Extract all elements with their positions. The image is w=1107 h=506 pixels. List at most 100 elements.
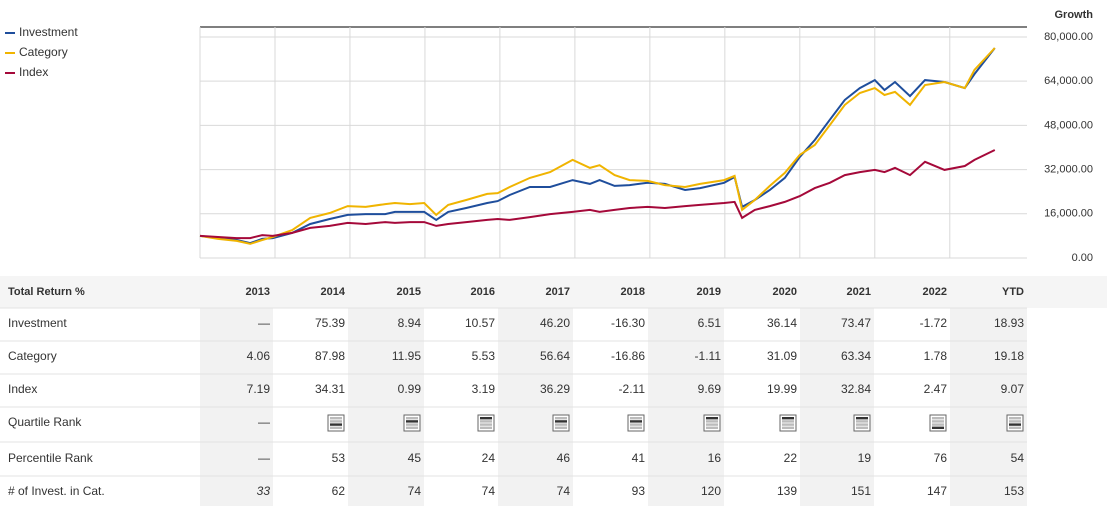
row-label: Index (8, 382, 37, 396)
quartile-icon (552, 414, 570, 432)
table-cell: 45 (408, 451, 422, 465)
quartile-band (856, 420, 868, 423)
legend-label: Category (19, 45, 68, 59)
column-header: 2019 (697, 286, 721, 298)
quartile-band (330, 417, 342, 420)
quartile-band (555, 417, 567, 420)
quartile-icon (929, 414, 947, 432)
quartile-band (706, 420, 718, 423)
table-cell: 120 (701, 484, 721, 498)
y-axis-title: Growth (1055, 9, 1094, 21)
header-band (0, 276, 1107, 308)
table-cell: 74 (482, 484, 496, 498)
table-cell: 1.78 (924, 349, 948, 363)
column-header: 2022 (923, 286, 947, 298)
quartile-band (706, 417, 718, 420)
table-cell: 24 (482, 451, 496, 465)
table-cell: 19.18 (994, 349, 1024, 363)
table-cell: 76 (934, 451, 948, 465)
quartile-band (555, 420, 567, 423)
column-header: 2021 (847, 286, 871, 298)
quartile-band (782, 420, 794, 423)
table-cell: 0.99 (398, 382, 422, 396)
quartile-band (856, 426, 868, 429)
quartile-band (480, 420, 492, 423)
table-cell: -1.11 (695, 349, 722, 363)
quartile-band (1009, 417, 1021, 420)
quartile-band (782, 417, 794, 420)
table-cell: 36.29 (540, 382, 570, 396)
quartile-icon (853, 414, 871, 432)
table-cell: 32.84 (841, 382, 871, 396)
y-tick-label: 32,000.00 (1044, 163, 1093, 175)
table-cell: 153 (1004, 484, 1024, 498)
y-tick-label: 16,000.00 (1044, 208, 1093, 220)
table-cell: 46.20 (540, 316, 570, 330)
table-cell: 151 (851, 484, 871, 498)
y-tick-label: 64,000.00 (1044, 75, 1093, 87)
table-cell: 147 (927, 484, 947, 498)
table-cell: 36.14 (767, 316, 797, 330)
y-tick-label: 48,000.00 (1044, 119, 1093, 131)
table-cell: 19.99 (767, 382, 797, 396)
quartile-band (1009, 423, 1021, 426)
table-cell: 87.98 (315, 349, 345, 363)
table-cell: 75.39 (315, 316, 345, 330)
table-cell: 10.57 (465, 316, 495, 330)
column-header: 2013 (246, 286, 270, 298)
table-cell: — (258, 451, 270, 465)
quartile-band (856, 423, 868, 426)
quartile-band (480, 423, 492, 426)
quartile-band (330, 423, 342, 426)
table-cell: -2.11 (619, 382, 646, 396)
table-cell: 18.93 (994, 316, 1024, 330)
table-cell: 4.06 (247, 349, 271, 363)
quartile-band (330, 420, 342, 423)
quartile-band (630, 420, 642, 423)
table-cell: 9.07 (1001, 382, 1025, 396)
table-cell: -16.30 (611, 316, 645, 330)
quartile-band (330, 426, 342, 429)
quartile-icon (477, 414, 495, 432)
table-cell: -1.72 (920, 316, 948, 330)
table-title: Total Return % (8, 286, 85, 298)
table-cell: 5.53 (472, 349, 496, 363)
row-label: Quartile Rank (8, 415, 82, 429)
quartile-band (856, 417, 868, 420)
table-cell: 46 (557, 451, 571, 465)
quartile-icon (779, 414, 797, 432)
quartile-band (480, 417, 492, 420)
table-cell: 62 (332, 484, 346, 498)
row-label: Percentile Rank (8, 451, 94, 465)
quartile-icon (703, 414, 721, 432)
quartile-band (932, 426, 944, 429)
table-cell: 53 (332, 451, 346, 465)
quartile-band (782, 423, 794, 426)
quartile-band (406, 426, 418, 429)
table-cell: 34.31 (315, 382, 345, 396)
table-cell: 139 (777, 484, 797, 498)
series-line (199, 149, 996, 240)
quartile-band (932, 423, 944, 426)
column-header: 2015 (397, 286, 421, 298)
table-cell: 19 (858, 451, 872, 465)
quartile-icon (403, 414, 421, 432)
table-cell: 8.94 (398, 316, 422, 330)
quartile-icon (1006, 414, 1024, 432)
quartile-band (706, 426, 718, 429)
column-header: 2020 (773, 286, 797, 298)
table-cell: 2.47 (924, 382, 948, 396)
quartile-band (932, 420, 944, 423)
table-cell: 41 (632, 451, 646, 465)
table-cell: — (258, 415, 270, 429)
quartile-band (706, 423, 718, 426)
row-label: Investment (8, 316, 67, 330)
column-header: 2018 (621, 286, 645, 298)
series-line (199, 47, 996, 245)
column-header: 2014 (321, 286, 346, 298)
quartile-band (630, 423, 642, 426)
quartile-band (555, 423, 567, 426)
table-cell: — (258, 316, 270, 330)
quartile-band (630, 417, 642, 420)
